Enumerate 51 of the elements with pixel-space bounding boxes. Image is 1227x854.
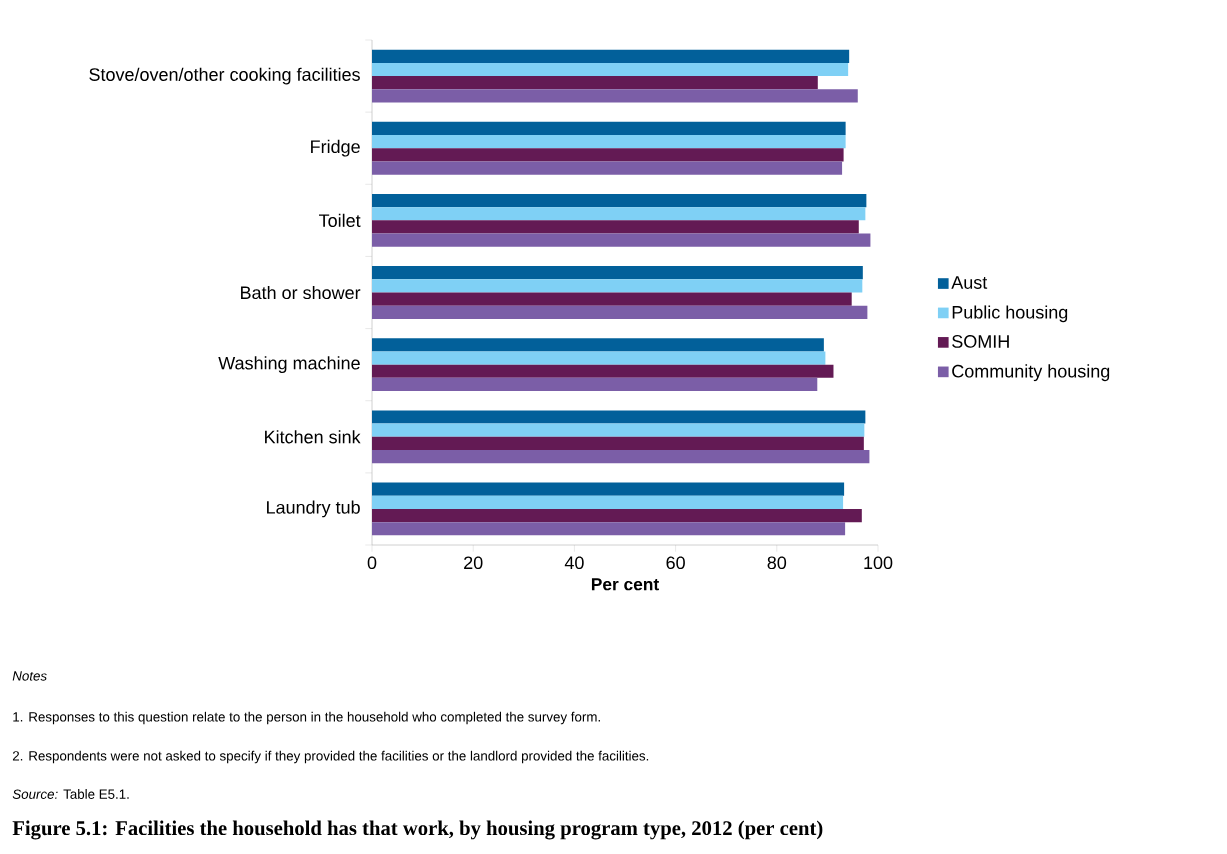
bar xyxy=(372,449,870,464)
bar xyxy=(372,62,849,77)
bar xyxy=(372,266,863,280)
legend-label: SOMIH xyxy=(952,335,1009,348)
bar xyxy=(372,76,818,90)
y-tick-label: Kitchen sink xyxy=(265,430,361,444)
bar xyxy=(372,364,834,378)
x-tick-label: 40 xyxy=(564,556,584,570)
text: 2. Respondents were not asked to specify if they provided the facilities or the landlord provided the facilities. xyxy=(12,750,649,764)
bar xyxy=(372,351,826,365)
x-axis-title: Per cent xyxy=(591,578,659,591)
x-tick-label: 0 xyxy=(367,556,377,570)
y-tick-label: Bath or shower xyxy=(241,285,361,300)
legend-label: Community housing xyxy=(952,364,1110,382)
x-tick-label: 100 xyxy=(864,556,893,570)
text: Source: Table E5.1. xyxy=(12,789,129,799)
x-tick-label: 60 xyxy=(666,556,685,570)
bar xyxy=(372,233,871,247)
x-tick-label: 20 xyxy=(464,556,483,570)
bar xyxy=(372,220,859,234)
bar xyxy=(372,193,867,208)
bar xyxy=(372,495,844,509)
bar xyxy=(372,279,863,293)
bar xyxy=(372,292,852,306)
bar xyxy=(372,207,866,221)
text: 1. Responses to this question relate to the person in the household who completed the survey form. xyxy=(13,711,600,725)
bar xyxy=(372,423,865,437)
bar xyxy=(372,89,858,103)
bar xyxy=(372,436,864,450)
bar xyxy=(372,148,844,162)
bar xyxy=(372,482,845,496)
bar xyxy=(372,161,843,175)
legend-label: Aust xyxy=(951,276,988,289)
bar xyxy=(372,508,862,523)
legend-label: Public housing xyxy=(952,305,1068,323)
y-tick-label: Stove/oven/other cooking facilities xyxy=(89,67,360,85)
text: Notes xyxy=(12,671,47,681)
bar xyxy=(372,135,846,149)
bar xyxy=(372,338,824,352)
bar xyxy=(372,305,868,319)
x-tick-label: 80 xyxy=(767,556,787,570)
bar xyxy=(372,49,850,63)
y-tick-label: Fridge xyxy=(311,139,360,157)
bar xyxy=(372,522,846,536)
y-tick-label: Toilet xyxy=(319,213,361,227)
y-tick-label: Washing machine xyxy=(218,356,360,374)
bar xyxy=(372,377,818,392)
y-tick-label: Laundry tub xyxy=(267,500,360,518)
text: Figure 5.1: Facilities the household has that work, by housing program type, 2012 (per cent) xyxy=(12,820,823,840)
bar xyxy=(372,410,866,424)
bar xyxy=(372,121,846,136)
